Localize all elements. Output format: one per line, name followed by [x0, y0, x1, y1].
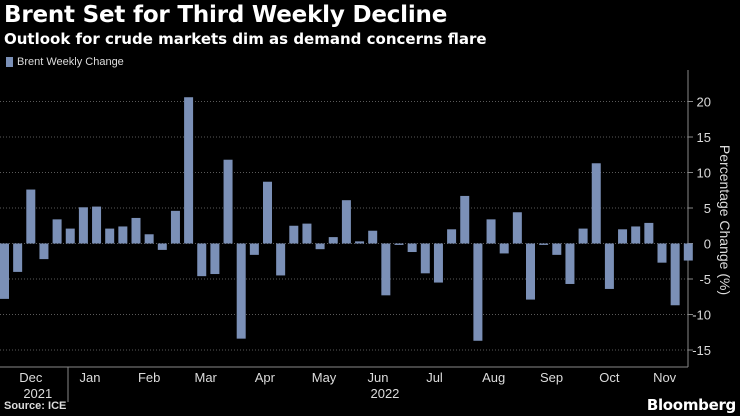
- x-tick-label: Sep: [540, 370, 563, 385]
- bar: [381, 243, 391, 296]
- bar: [78, 207, 88, 244]
- y-tick-label: 15: [697, 130, 711, 145]
- x-tick-label: Dec: [19, 370, 43, 385]
- bar: [210, 243, 220, 275]
- bar: [105, 228, 115, 244]
- bar: [39, 243, 49, 260]
- legend-swatch: [6, 57, 13, 67]
- bar: [631, 226, 641, 244]
- bar: [355, 241, 365, 244]
- bar: [289, 225, 299, 244]
- bar: [657, 243, 667, 263]
- bar: [26, 189, 36, 244]
- legend-label: Brent Weekly Change: [17, 56, 124, 68]
- bar: [447, 229, 457, 244]
- x-tick-label: Oct: [599, 370, 620, 385]
- x-tick-label: Feb: [138, 370, 160, 385]
- bar: [157, 243, 167, 250]
- bar: [486, 219, 496, 244]
- bar: [591, 163, 601, 244]
- bar: [276, 243, 286, 276]
- bar: [526, 243, 535, 300]
- x-tick-label: Jun: [367, 370, 388, 385]
- bar: [0, 243, 9, 299]
- bar: [92, 206, 102, 244]
- bar: [302, 223, 312, 244]
- bar: [552, 243, 562, 255]
- bar: [263, 181, 272, 244]
- bar: [460, 195, 470, 244]
- y-tick-label: -10: [692, 308, 711, 323]
- x-tick-label: Nov: [653, 370, 677, 385]
- chart-title: Brent Set for Third Weekly Decline: [4, 2, 448, 28]
- bar: [683, 243, 693, 261]
- bar: [170, 210, 180, 244]
- bar: [184, 97, 194, 244]
- bar: [604, 243, 614, 289]
- legend: Brent Weekly Change: [6, 56, 124, 68]
- y-tick-label: 10: [697, 166, 711, 181]
- bar: [144, 234, 154, 244]
- bar: [670, 243, 680, 306]
- bar: [644, 222, 654, 244]
- y-tick-label: 5: [704, 201, 711, 216]
- y-tick-label: 0: [704, 237, 711, 252]
- x-year-label: 2021: [23, 386, 52, 401]
- y-tick-label: -15: [692, 343, 711, 358]
- bar: [368, 230, 378, 244]
- x-tick-label: Jul: [426, 370, 443, 385]
- bar: [433, 243, 443, 283]
- y-tick-label: 20: [697, 95, 711, 110]
- bar: [65, 228, 75, 244]
- y-tick-label: -5: [699, 272, 711, 287]
- bar: [131, 217, 141, 244]
- bar: [341, 200, 351, 244]
- bar: [499, 243, 509, 254]
- x-tick-label: Apr: [255, 370, 276, 385]
- bar: [407, 243, 417, 253]
- x-tick-label: Aug: [482, 370, 505, 385]
- x-year-label: 2022: [370, 386, 399, 401]
- bar: [420, 243, 430, 274]
- bloomberg-logo: Bloomberg: [646, 396, 736, 414]
- bar: [13, 243, 23, 272]
- y-axis-label: Percentage Change (%): [717, 145, 733, 295]
- bar: [394, 243, 404, 245]
- x-tick-label: Mar: [194, 370, 217, 385]
- bar: [118, 226, 128, 244]
- bar: [223, 159, 233, 244]
- x-tick-label: Jan: [79, 370, 100, 385]
- x-tick-label: May: [312, 370, 337, 385]
- bar: [618, 229, 628, 244]
- bar: [578, 228, 588, 244]
- bar: [52, 219, 62, 244]
- bar: [539, 243, 549, 245]
- bar: [565, 243, 575, 284]
- bar: [315, 243, 325, 250]
- source-note: Source: ICE: [4, 400, 67, 412]
- bar: [236, 243, 246, 339]
- bar: [512, 212, 522, 244]
- bar: [197, 243, 207, 277]
- bar: [473, 243, 483, 341]
- bar: [328, 237, 338, 244]
- chart-subtitle: Outlook for crude markets dim as demand …: [4, 30, 487, 48]
- bar: [249, 243, 259, 255]
